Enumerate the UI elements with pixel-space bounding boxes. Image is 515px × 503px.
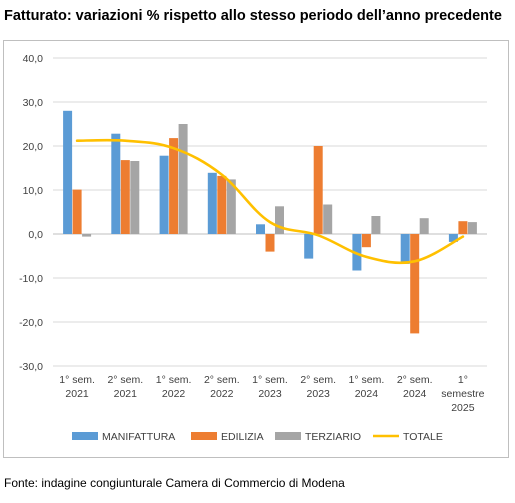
bar-manifattura (448, 234, 458, 242)
y-axis: 40,0 30,0 20,0 10,0 0,0 -10,0 -20,0 -30,0 (19, 53, 43, 373)
x-tick-label: 2025 (451, 402, 475, 414)
y-tick-label: -20,0 (19, 317, 43, 329)
x-tick: 2° sem. 2021 (107, 374, 143, 400)
x-tick: 1° sem. 2023 (252, 374, 288, 400)
x-tick-label: 1° (458, 374, 468, 386)
legend-label: TERZIARIO (305, 431, 361, 443)
bar-edilizia (169, 138, 179, 234)
y-tick-label: 20,0 (23, 141, 44, 153)
bar-terziario (82, 234, 92, 237)
bar-terziario (275, 206, 284, 234)
x-tick-label: 2022 (210, 388, 234, 400)
y-tick-label: 30,0 (23, 97, 44, 109)
legend-swatch (275, 432, 301, 440)
chart-title: Fatturato: variazioni % rispetto allo st… (4, 8, 502, 24)
y-tick: -20,0 (19, 317, 43, 329)
chart-area: 40,0 30,0 20,0 10,0 0,0 -10,0 -20,0 -30,0 1° se… (19, 53, 487, 443)
y-tick: -10,0 (19, 273, 43, 285)
bar-manifattura (256, 224, 265, 234)
legend-item-terziario: TERZIARIO (275, 431, 361, 443)
total-line (75, 138, 465, 265)
bar-edilizia (217, 175, 227, 234)
legend-swatch (72, 432, 98, 440)
y-tick: 10,0 (23, 185, 44, 197)
bar-manifattura (207, 172, 217, 234)
x-tick-label: 2023 (307, 388, 331, 400)
bar-edilizia (361, 234, 371, 248)
source-note: Fonte: indagine congiunturale Camera di … (4, 476, 345, 490)
x-tick: 1° sem. 2022 (156, 374, 192, 400)
x-tick: 2° sem. 2024 (397, 374, 433, 400)
x-tick-label: 1° sem. (156, 374, 192, 386)
y-tick: 40,0 (23, 53, 44, 65)
legend-swatch (191, 432, 217, 440)
chart-frame: 40,0 30,0 20,0 10,0 0,0 -10,0 -20,0 -30,0 1° se… (3, 40, 509, 458)
legend-label: MANIFATTURA (102, 431, 175, 443)
bar-terziario (130, 161, 140, 234)
x-tick: 1° semestre 2025 (441, 374, 484, 414)
x-tick-label: 1° sem. (59, 374, 95, 386)
x-tick-label: 2° sem. (397, 374, 433, 386)
bar-manifattura (63, 110, 73, 234)
series-line-totale (75, 138, 465, 265)
bar-manifattura (304, 234, 314, 259)
y-tick: 20,0 (23, 141, 44, 153)
bar-terziario (226, 179, 236, 234)
x-tick: 1° sem. 2024 (349, 374, 385, 400)
x-tick-label: 2021 (114, 388, 138, 400)
x-tick-label: 2022 (162, 388, 186, 400)
x-tick-label: 2° sem. (204, 374, 240, 386)
bar-terziario (419, 218, 429, 234)
bar-manifattura (111, 133, 121, 234)
legend-item-edilizia: EDILIZIA (191, 431, 264, 443)
y-tick-label: -10,0 (19, 273, 43, 285)
bar-edilizia (458, 221, 468, 234)
legend-label: TOTALE (403, 431, 443, 443)
x-tick-label: 2024 (403, 388, 427, 400)
legend-label: EDILIZIA (221, 431, 264, 443)
y-tick-label: 10,0 (23, 185, 44, 197)
x-tick-label: 2021 (65, 388, 89, 400)
bar-edilizia (265, 234, 275, 252)
bar-edilizia (72, 189, 82, 234)
bar-edilizia (410, 234, 420, 334)
bar-manifattura (400, 234, 410, 264)
y-tick: -30,0 (19, 361, 43, 373)
x-tick: 1° sem. 2021 (59, 374, 95, 400)
legend: MANIFATTURA EDILIZIA TERZIARIO TOTALE (72, 431, 443, 443)
bar-terziario (323, 204, 333, 234)
x-tick-label: semestre (441, 388, 484, 400)
x-tick: 2° sem. 2023 (300, 374, 336, 400)
x-tick-label: 2024 (355, 388, 379, 400)
x-tick-label: 1° sem. (349, 374, 385, 386)
y-tick: 0,0 (28, 229, 43, 241)
bar-terziario (467, 222, 477, 234)
legend-item-totale: TOTALE (373, 431, 443, 443)
x-tick-label: 2° sem. (107, 374, 143, 386)
bar-terziario (178, 124, 188, 234)
x-tick-label: 2° sem. (300, 374, 336, 386)
x-tick-label: 1° sem. (252, 374, 288, 386)
bar-terziario (371, 216, 381, 234)
legend-item-manifattura: MANIFATTURA (72, 431, 175, 443)
x-tick: 2° sem. 2022 (204, 374, 240, 400)
y-tick-label: 40,0 (23, 53, 44, 65)
y-tick: 30,0 (23, 97, 44, 109)
bar-manifattura (159, 155, 169, 234)
bar-edilizia (313, 146, 323, 234)
y-tick-label: -30,0 (19, 361, 43, 373)
x-tick-label: 2023 (258, 388, 282, 400)
bar-edilizia (120, 160, 130, 234)
y-tick-label: 0,0 (28, 229, 43, 241)
